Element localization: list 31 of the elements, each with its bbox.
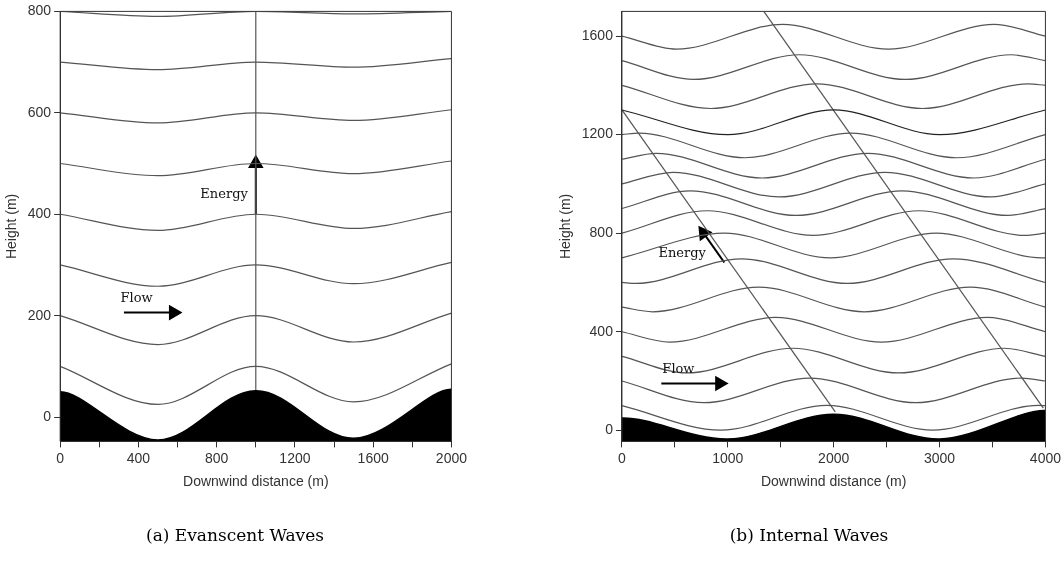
x-axis-title: Downwind distance (m): [760, 473, 907, 490]
y-axis-title: Height (m): [3, 193, 20, 260]
x-tick-label: 4000: [1029, 449, 1062, 466]
y-tick-label: 800: [27, 2, 52, 19]
y-tick-label: 1600: [581, 26, 614, 43]
x-axis-title: Downwind distance (m): [183, 473, 329, 490]
y-tick-label: 800: [589, 224, 614, 241]
x-tick-label: 2000: [435, 449, 468, 466]
y-tick-label: 200: [27, 306, 52, 323]
annotation: Flow: [662, 360, 695, 376]
annotation: Flow: [120, 289, 153, 305]
y-tick-label: 1200: [581, 125, 614, 142]
annotation: Energy: [658, 245, 707, 261]
x-tick-label: 3000: [923, 449, 956, 466]
x-tick-label: 2000: [818, 449, 850, 466]
text: (a) Evanscent Waves: [145, 525, 325, 545]
x-tick-label: 1200: [279, 449, 311, 466]
y-tick-label: 400: [27, 205, 52, 222]
y-tick-label: 600: [27, 103, 52, 120]
x-tick-label: 1600: [357, 449, 389, 466]
x-tick-label: 400: [126, 449, 151, 466]
y-axis-title: Height (m): [557, 193, 574, 260]
y-tick-label: 400: [589, 322, 614, 339]
text: (b) Internal Waves: [728, 525, 890, 545]
y-tick-label: 0: [605, 421, 614, 438]
annotation: Energy: [200, 186, 249, 202]
x-tick-label: 1000: [712, 449, 744, 466]
x-tick-label: 0: [618, 449, 627, 466]
x-tick-label: 800: [204, 449, 229, 466]
x-tick-label: 0: [56, 449, 65, 466]
y-tick-label: 0: [43, 407, 52, 424]
